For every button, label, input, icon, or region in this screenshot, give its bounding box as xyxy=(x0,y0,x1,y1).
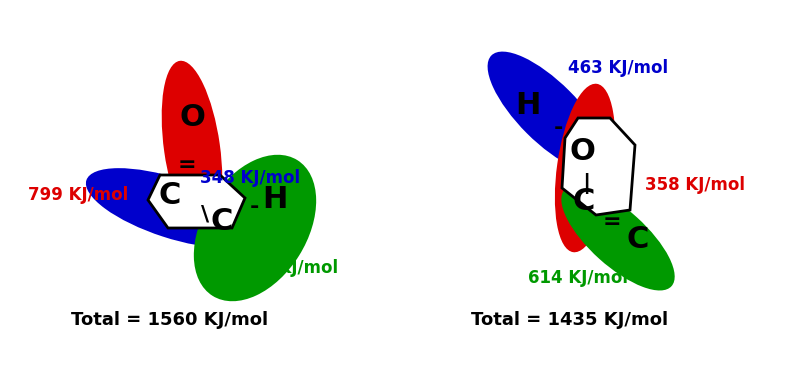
Text: H: H xyxy=(262,185,288,215)
Text: 413 KJ/mol: 413 KJ/mol xyxy=(238,259,338,277)
Text: 348 KJ/mol: 348 KJ/mol xyxy=(200,169,300,187)
Text: =: = xyxy=(602,212,622,232)
Text: |: | xyxy=(582,172,590,194)
Text: H: H xyxy=(515,91,541,120)
Text: 614 KJ/mol: 614 KJ/mol xyxy=(528,269,628,287)
Ellipse shape xyxy=(86,168,258,248)
Text: =: = xyxy=(178,155,196,175)
Text: 358 KJ/mol: 358 KJ/mol xyxy=(645,176,745,194)
Text: Total = 1435 KJ/mol: Total = 1435 KJ/mol xyxy=(471,311,669,329)
Text: O: O xyxy=(179,104,205,132)
Ellipse shape xyxy=(555,84,615,252)
Text: 799 KJ/mol: 799 KJ/mol xyxy=(28,186,128,204)
Ellipse shape xyxy=(162,61,222,235)
Text: C: C xyxy=(573,188,595,216)
Text: C: C xyxy=(211,208,233,236)
Text: O: O xyxy=(569,138,595,166)
Text: -: - xyxy=(250,197,258,217)
Text: \: \ xyxy=(201,205,209,225)
Ellipse shape xyxy=(562,185,674,290)
Polygon shape xyxy=(148,175,245,228)
Text: C: C xyxy=(627,225,649,255)
Polygon shape xyxy=(562,118,635,215)
Text: 463 KJ/mol: 463 KJ/mol xyxy=(568,59,668,77)
Ellipse shape xyxy=(487,51,609,172)
Text: C: C xyxy=(159,181,181,209)
Text: Total = 1560 KJ/mol: Total = 1560 KJ/mol xyxy=(71,311,269,329)
Text: -: - xyxy=(554,118,562,138)
Ellipse shape xyxy=(194,155,316,301)
